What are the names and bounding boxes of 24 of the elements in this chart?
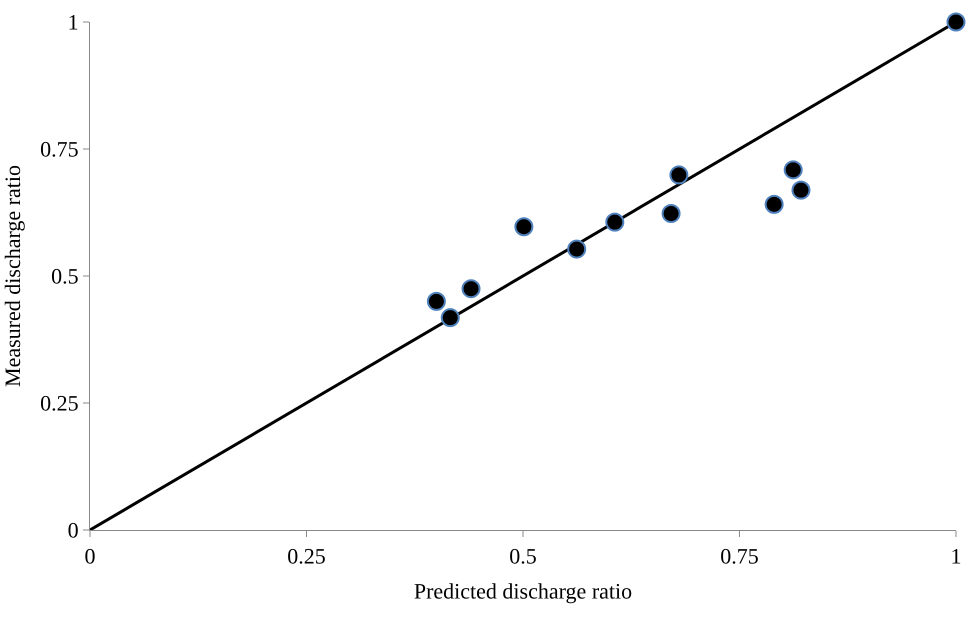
point <box>669 165 688 184</box>
y-tick-label: 1 <box>68 10 79 35</box>
y-axis-title: Measured discharge ratio <box>0 165 25 387</box>
point <box>514 217 534 236</box>
x-tick-label: 0.5 <box>509 543 537 568</box>
point <box>426 292 446 311</box>
x-tick-label: 1 <box>950 543 962 568</box>
y-tick-label: 0.5 <box>51 264 79 289</box>
x-axis-title: Predicted discharge ratio <box>414 578 632 604</box>
point <box>462 279 481 298</box>
point <box>662 204 681 224</box>
point <box>605 212 624 232</box>
y-tick-label: 0.75 <box>40 136 79 162</box>
point <box>440 308 460 328</box>
x-tick-label: 0.25 <box>287 543 326 568</box>
point <box>764 194 784 214</box>
x-tick-label: 0.75 <box>720 543 759 568</box>
point <box>946 12 966 32</box>
point <box>567 240 586 259</box>
y-tick-label: 0 <box>68 518 79 543</box>
point <box>792 180 810 200</box>
point <box>784 160 803 180</box>
x-tick-label: 0 <box>84 543 96 568</box>
y-tick-label: 0.25 <box>40 390 79 416</box>
